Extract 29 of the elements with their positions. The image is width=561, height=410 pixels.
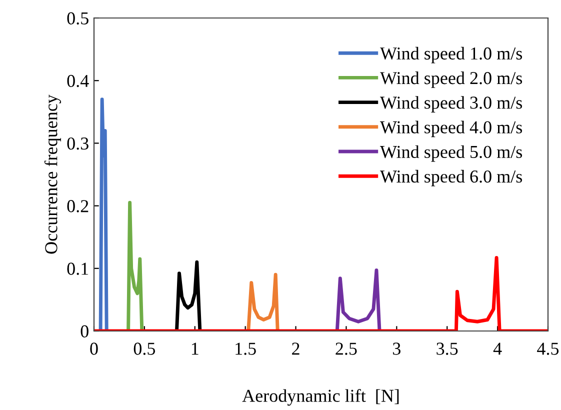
line-series [126,200,144,331]
x-tick-label: 2.5 [336,342,357,355]
y-tick-label: 0.3 [67,137,88,150]
x-tick-label: 3.5 [436,342,458,355]
legend-label: Wind speed 3.0 m/s [380,96,522,112]
y-tick-label: 0.2 [67,200,88,212]
y-axis-title: Occurrence frequency [44,94,62,254]
line-series [246,272,280,331]
x-tick-label: 4.5 [537,342,559,355]
line-series [174,260,202,331]
x-tick-label: 2 [292,342,300,355]
y-tick-label: 0.4 [67,74,89,88]
y-tick-label: 0.1 [67,262,88,275]
legend-label: Wind speed 1.0 m/s [380,46,522,64]
legend-label: Wind speed 5.0 m/s [380,145,522,162]
y-tick-label: 0.5 [67,12,88,25]
line-series [98,98,108,331]
x-tick-label: 3 [393,342,400,355]
x-tick-label: 0.5 [134,342,156,355]
x-axis-title: Aerodynamic lift [N] [242,389,399,406]
x-tick-label: 4 [493,342,502,355]
x-tick-label: 1 [192,342,198,355]
x-tick-label: 1.5 [236,342,256,355]
line-series [335,268,382,331]
x-tick-label: 0 [90,342,98,355]
legend-label: Wind speed 4.0 m/s [380,120,522,138]
legend-label: Wind speed 2.0 m/s [380,71,522,88]
legend-label: Wind speed 6.0 m/s [380,170,522,186]
y-tick-label: 0 [80,325,88,338]
